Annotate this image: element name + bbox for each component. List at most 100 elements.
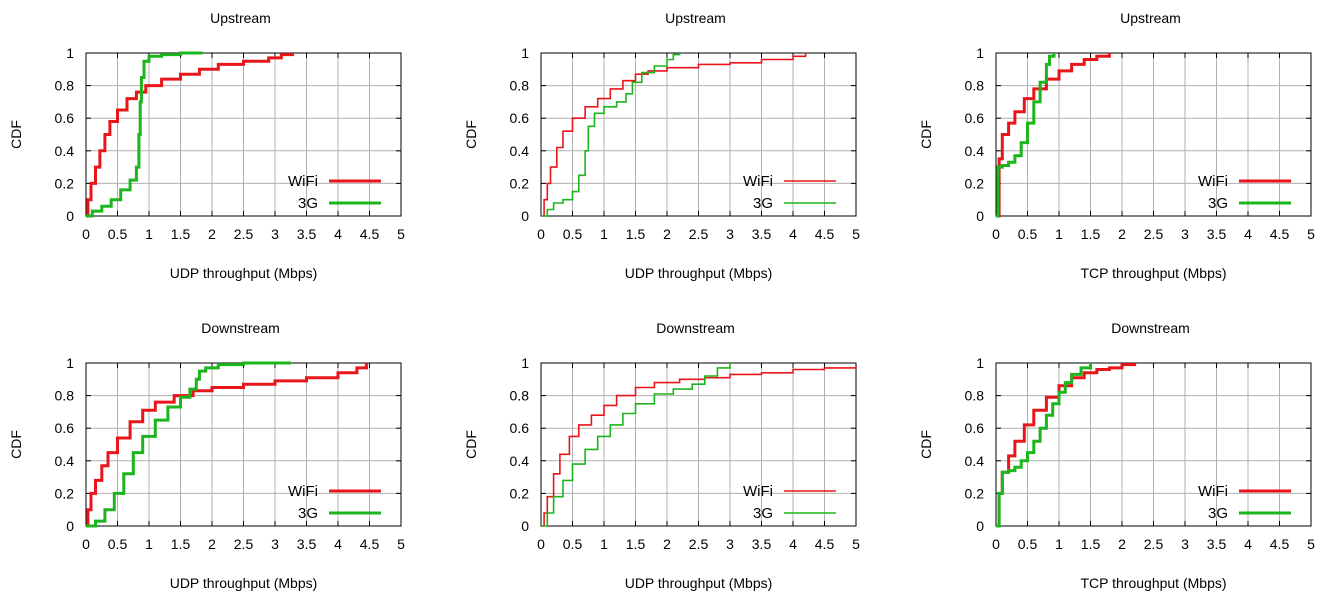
x-tick-label: 0.5 xyxy=(108,536,128,552)
series-line-3g xyxy=(541,53,681,217)
x-tick-label: 5 xyxy=(852,226,860,242)
y-tick-label: 1 xyxy=(66,45,74,61)
x-tick-label: 0 xyxy=(82,536,90,552)
x-tick-label: 0.5 xyxy=(563,226,583,242)
x-tick-label: 2.5 xyxy=(1144,536,1164,552)
legend-label-3g: 3G xyxy=(298,505,318,522)
x-tick-label: 4 xyxy=(789,226,797,242)
legend-label-wifi: WiFi xyxy=(1198,483,1228,500)
series-line-wifi xyxy=(541,53,807,217)
chart-title: Upstream xyxy=(1120,10,1181,26)
y-tick-label: 0.8 xyxy=(510,78,530,94)
y-tick-label: 0.4 xyxy=(55,453,75,469)
x-tick-label: 0 xyxy=(537,536,545,552)
x-tick-label: 3.5 xyxy=(1207,536,1227,552)
x-tick-label: 1.5 xyxy=(171,226,191,242)
y-tick-label: 0.2 xyxy=(55,175,75,191)
x-tick-label: 2 xyxy=(208,226,216,242)
y-tick-label: 0.8 xyxy=(510,388,530,404)
legend-label-3g: 3G xyxy=(1208,195,1228,212)
x-tick-label: 1 xyxy=(600,226,608,242)
x-tick-label: 4 xyxy=(334,536,342,552)
y-axis-label: CDF xyxy=(8,430,24,459)
x-tick-label: 5 xyxy=(1307,226,1315,242)
x-tick-label: 2.5 xyxy=(234,226,254,242)
x-tick-label: 2.5 xyxy=(234,536,254,552)
y-tick-label: 0.8 xyxy=(965,78,985,94)
x-tick-label: 0 xyxy=(537,226,545,242)
x-tick-label: 2.5 xyxy=(1144,226,1164,242)
y-tick-label: 0.6 xyxy=(965,110,985,126)
y-tick-label: 0 xyxy=(521,208,529,224)
x-tick-label: 3.5 xyxy=(297,536,317,552)
y-tick-label: 0 xyxy=(976,208,984,224)
x-tick-label: 4.5 xyxy=(815,226,835,242)
x-tick-label: 1 xyxy=(145,536,153,552)
y-axis-label: CDF xyxy=(463,430,479,459)
x-tick-label: 2 xyxy=(663,536,671,552)
x-tick-label: 4.5 xyxy=(1270,536,1290,552)
legend-label-wifi: WiFi xyxy=(288,173,318,190)
y-tick-label: 0.2 xyxy=(510,485,530,501)
chart-panel-6: Downstream 0 0.5 1 1.5 2 2.5 3 3.5 4 4.5 5 0 0.2 0.4 0.… xyxy=(918,320,1315,591)
chart-panel-4: Downstream 0 0.5 1 1.5 2 2.5 3 3.5 4 4.5 5 0 0.2 0.4 0.… xyxy=(8,320,405,591)
chart-panel-2: Upstream 0 0.5 1 1.5 2 2.5 3 3.5 4 4.5 5 0 0.2 0.4 0.6 0… xyxy=(463,10,860,281)
y-tick-label: 0.8 xyxy=(55,388,75,404)
x-tick-label: 3 xyxy=(726,536,734,552)
legend-label-wifi: WiFi xyxy=(1198,173,1228,190)
chart-panel-3: Upstream 0 0.5 1 1.5 2 2.5 3 3.5 4 4.5 5 0 0.2 0.4 0.6 0… xyxy=(918,10,1315,281)
y-tick-label: 0 xyxy=(66,208,74,224)
x-tick-label: 5 xyxy=(1307,536,1315,552)
legend-label-wifi: WiFi xyxy=(743,483,773,500)
x-tick-label: 3.5 xyxy=(752,226,772,242)
y-tick-label: 0.4 xyxy=(55,143,75,159)
x-tick-label: 5 xyxy=(852,536,860,552)
x-tick-label: 3.5 xyxy=(1207,226,1227,242)
x-tick-label: 4 xyxy=(334,226,342,242)
x-tick-label: 0 xyxy=(82,226,90,242)
x-tick-label: 4.5 xyxy=(1270,226,1290,242)
x-tick-label: 4 xyxy=(1244,226,1252,242)
y-tick-label: 0.8 xyxy=(965,388,985,404)
x-tick-label: 4.5 xyxy=(360,536,380,552)
x-tick-label: 3 xyxy=(271,226,279,242)
chart-title: Downstream xyxy=(201,320,280,336)
x-tick-label: 2 xyxy=(1118,226,1126,242)
x-tick-label: 0.5 xyxy=(1018,226,1038,242)
x-tick-label: 1.5 xyxy=(1081,536,1101,552)
x-tick-label: 1.5 xyxy=(1081,226,1101,242)
x-tick-label: 3 xyxy=(726,226,734,242)
y-tick-label: 0 xyxy=(66,518,74,534)
legend-label-3g: 3G xyxy=(298,195,318,212)
x-tick-label: 5 xyxy=(397,536,405,552)
legend-label-3g: 3G xyxy=(753,195,773,212)
y-tick-label: 1 xyxy=(521,355,529,371)
x-tick-label: 1.5 xyxy=(171,536,191,552)
x-tick-label: 0.5 xyxy=(1018,536,1038,552)
y-tick-label: 1 xyxy=(521,45,529,61)
x-axis-label: UDP throughput (Mbps) xyxy=(625,575,773,591)
x-tick-label: 0.5 xyxy=(108,226,128,242)
y-tick-label: 0.4 xyxy=(510,453,530,469)
y-axis-label: CDF xyxy=(918,430,934,459)
x-tick-label: 1.5 xyxy=(626,226,646,242)
y-tick-label: 0.4 xyxy=(965,143,985,159)
y-tick-label: 0.6 xyxy=(55,110,75,126)
y-tick-label: 0.6 xyxy=(510,420,530,436)
x-tick-label: 2.5 xyxy=(689,226,709,242)
x-tick-label: 2 xyxy=(1118,536,1126,552)
x-tick-label: 4.5 xyxy=(360,226,380,242)
y-tick-label: 0 xyxy=(521,518,529,534)
x-tick-label: 0 xyxy=(992,226,1000,242)
x-tick-label: 3 xyxy=(1181,226,1189,242)
chart-title: Upstream xyxy=(210,10,271,26)
x-tick-label: 3.5 xyxy=(297,226,317,242)
x-axis-label: TCP throughput (Mbps) xyxy=(1080,265,1226,281)
x-tick-label: 0.5 xyxy=(563,536,583,552)
y-tick-label: 1 xyxy=(66,355,74,371)
legend-label-wifi: WiFi xyxy=(743,173,773,190)
x-tick-label: 2 xyxy=(208,536,216,552)
y-tick-label: 0.6 xyxy=(55,420,75,436)
y-tick-label: 0.4 xyxy=(510,143,530,159)
